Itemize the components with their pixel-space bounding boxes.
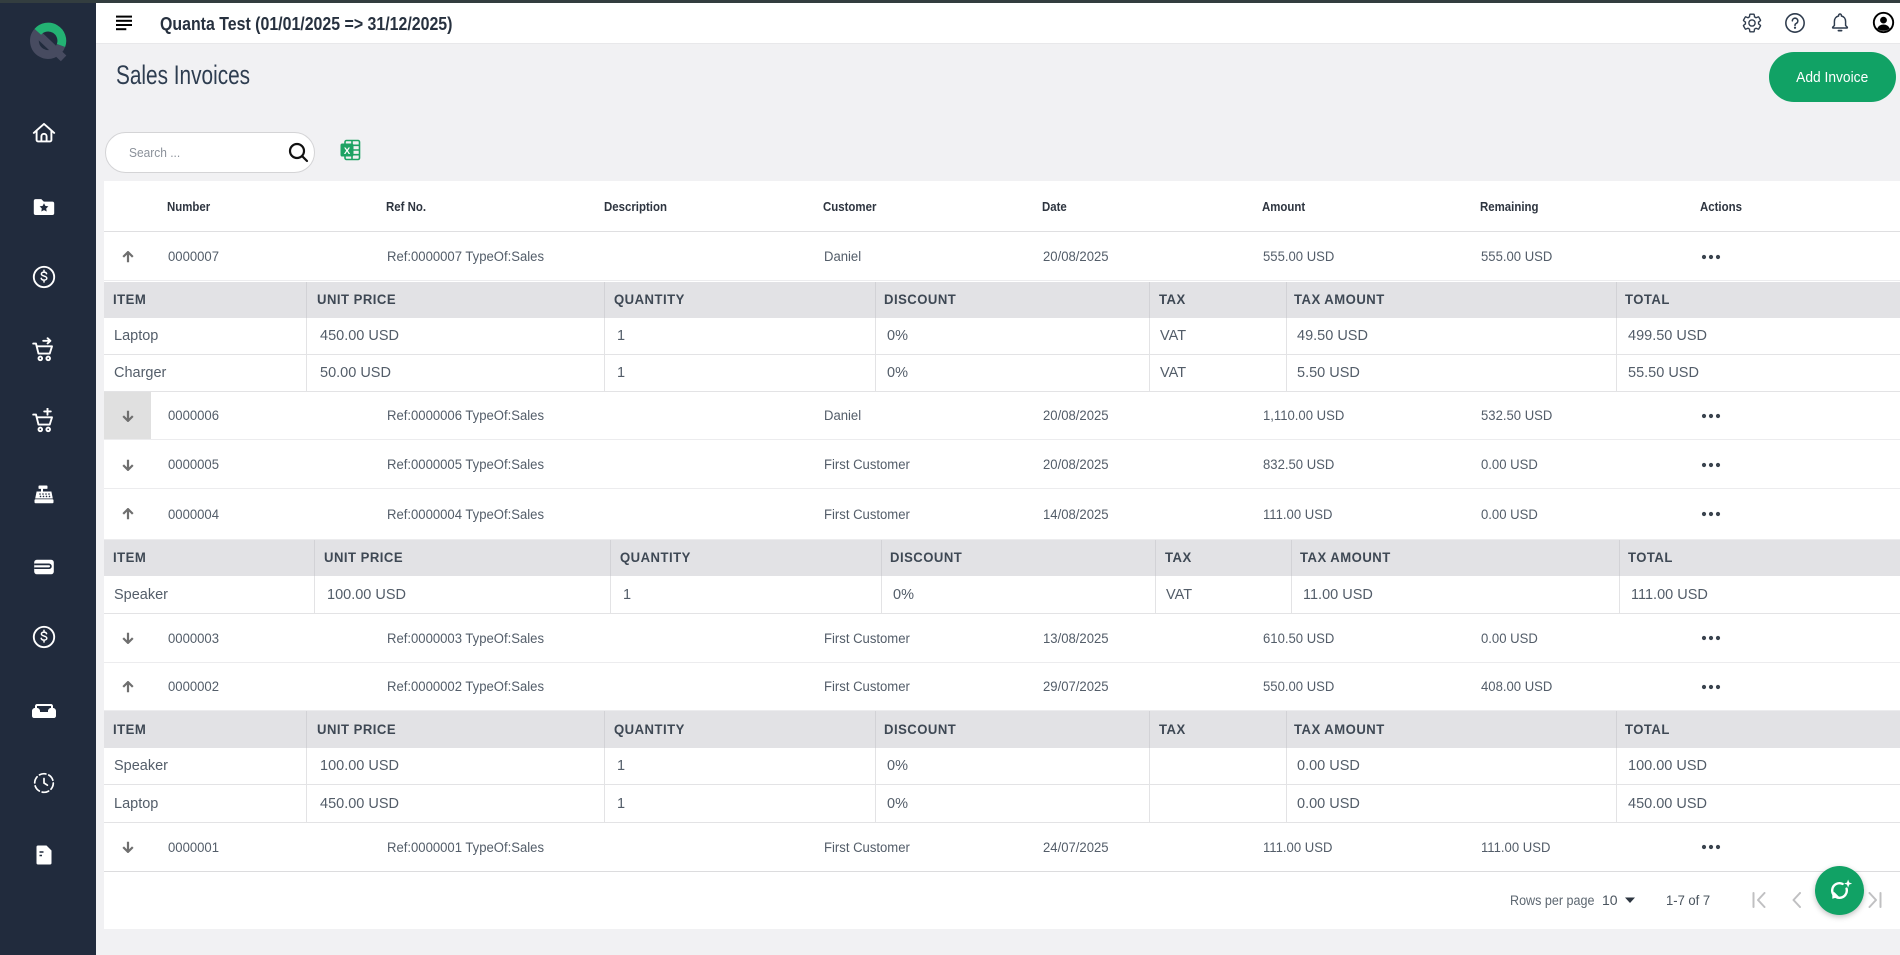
svg-text:X: X: [344, 146, 351, 157]
